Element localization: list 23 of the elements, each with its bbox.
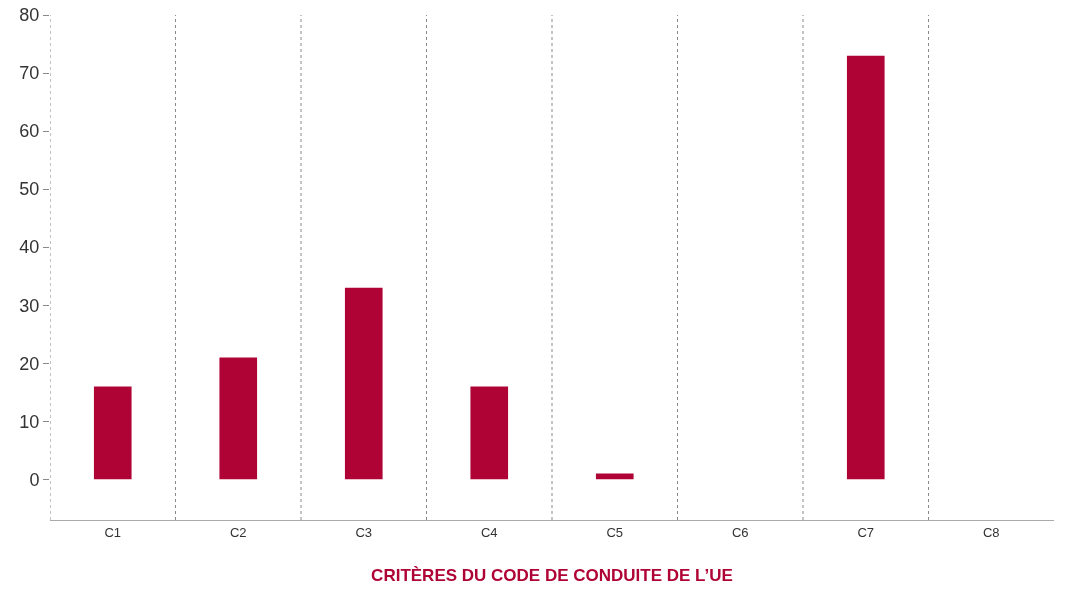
y-tick-label: 70 (19, 63, 40, 84)
bar (846, 55, 885, 480)
bar (219, 357, 258, 480)
y-tick-label: 30 (19, 295, 40, 316)
x-tick-label: C1 (104, 524, 122, 540)
x-axis-title: CRITÈRES DU CODE DE CONDUITE DE L’UE (371, 566, 733, 585)
x-tick-label: C2 (229, 524, 247, 540)
x-tick-label: C8 (982, 524, 1000, 540)
x-tick-label: C3 (355, 524, 373, 540)
x-tick-label: C4 (480, 524, 498, 540)
bar (93, 386, 132, 480)
x-tick-label: C5 (606, 524, 624, 540)
y-tick-label: 80 (19, 5, 40, 26)
y-tick-label: 60 (19, 121, 40, 142)
y-tick-label: 10 (19, 411, 40, 432)
bar (344, 287, 383, 480)
bar (470, 386, 509, 480)
y-tick-label: 0 (29, 469, 40, 490)
y-tick-label: 50 (19, 179, 40, 200)
y-tick-label: 20 (19, 353, 40, 374)
x-tick-label: C6 (731, 524, 749, 540)
y-tick-label: 40 (19, 237, 40, 258)
x-tick-label: C7 (857, 524, 875, 540)
